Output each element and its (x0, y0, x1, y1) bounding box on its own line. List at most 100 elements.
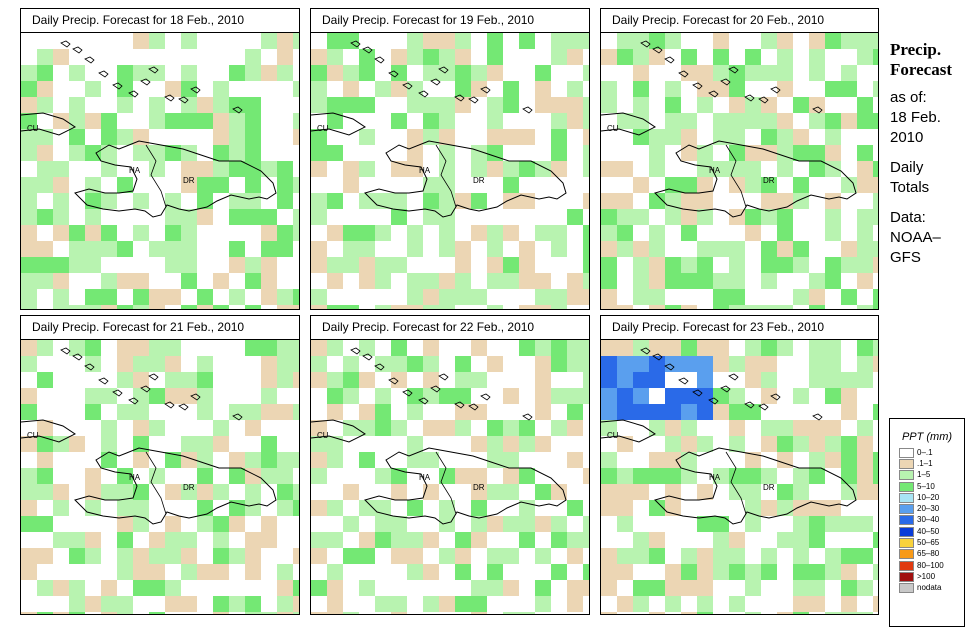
label-dr: DR (473, 176, 485, 185)
island-outline (812, 413, 823, 421)
legend-title: PPT (mm) (901, 431, 953, 443)
side-asof: as of: (890, 89, 927, 106)
island-outline (744, 401, 755, 409)
island-outline (232, 413, 243, 421)
legend-item: 0–.1 (890, 447, 964, 458)
hispaniola-coast (654, 447, 857, 525)
island-outline (640, 40, 651, 48)
cuba-coast (601, 112, 656, 136)
legend-rows: 0–.1.1–1 1–5 5–10 10–20 20–30 30–40 40–50 50–65… (890, 447, 964, 594)
island-outline (350, 40, 361, 48)
hispaniola-coast (654, 140, 857, 218)
legend-item: 10–20 (890, 492, 964, 503)
island-outline (388, 70, 399, 78)
island-outline (692, 389, 703, 397)
legend-label: 20–30 (917, 504, 940, 514)
island-outline (350, 347, 361, 355)
island-outline (60, 40, 71, 48)
island-outline (402, 82, 413, 90)
island-outline (522, 413, 533, 421)
legend-label: 30–40 (917, 515, 940, 525)
border-line (725, 144, 747, 208)
cuba-coast (21, 419, 76, 443)
island-outline (232, 106, 243, 114)
label-haiti: HA (419, 166, 431, 175)
legend-swatch (899, 538, 914, 549)
legend-item: 50–65 (890, 537, 964, 549)
island-outline (72, 353, 83, 361)
legend-swatch (899, 526, 914, 537)
side-data-line3: GFS (890, 249, 921, 266)
legend-swatch (899, 458, 914, 469)
island-outline (164, 401, 175, 409)
island-outline (98, 70, 109, 78)
label-dr: DR (763, 483, 775, 492)
panel-title: Daily Precip. Forecast for 20 Feb., 2010 (600, 8, 879, 33)
hispaniola-coast (364, 447, 567, 525)
legend-swatch (899, 470, 914, 481)
label-cuba: CU (607, 124, 619, 133)
side-date-line1: 18 Feb. (890, 109, 941, 126)
island-outline (652, 353, 663, 361)
map-canvas: CU HA DR (311, 340, 589, 614)
legend-swatch (899, 515, 914, 526)
precip-map: CU HA DR (310, 32, 590, 310)
island-outline (60, 347, 71, 355)
panel-title: Daily Precip. Forecast for 21 Feb., 2010 (20, 315, 300, 340)
island-outline (744, 94, 755, 102)
island-outline (148, 66, 159, 74)
label-cuba: CU (27, 431, 39, 440)
label-dr: DR (473, 483, 485, 492)
label-haiti: HA (419, 473, 431, 482)
legend-label: >100 (917, 571, 936, 581)
label-cuba: CU (607, 431, 619, 440)
island-outline (454, 94, 465, 102)
island-outline (692, 82, 703, 90)
side-totals-line2: Totals (890, 179, 930, 196)
island-outline (708, 90, 719, 98)
island-outline (758, 96, 769, 104)
precip-map: CU HA DR (600, 32, 879, 310)
side-data-line1: Data: (890, 209, 926, 226)
forecast-panel-1: Daily Precip. Forecast for 18 Feb., 2010… (20, 8, 300, 310)
legend-swatch (899, 560, 914, 571)
island-outline (190, 393, 201, 401)
precip-grid (21, 33, 299, 309)
legend-item: 20–30 (890, 503, 964, 515)
forecast-panel-2: Daily Precip. Forecast for 19 Feb., 2010… (310, 8, 590, 310)
island-outline (112, 389, 123, 397)
legend-label: 40–50 (917, 526, 940, 536)
legend-swatch (899, 549, 914, 560)
island-outline (430, 78, 441, 86)
legend-item: 65–80 (890, 549, 964, 560)
precip-map: CU HA DR (310, 339, 590, 615)
island-outline (480, 393, 491, 401)
island-outline (362, 353, 373, 361)
label-cuba: CU (317, 431, 329, 440)
map-canvas: CU HA DR (311, 33, 589, 309)
cuba-coast (311, 419, 366, 443)
island-outline (438, 66, 449, 74)
forecast-panel-6: Daily Precip. Forecast for 23 Feb., 2010… (600, 315, 879, 615)
legend-label: nodata (917, 583, 942, 593)
label-cuba: CU (317, 124, 329, 133)
island-outline (98, 377, 109, 385)
border-line (435, 144, 457, 208)
map-canvas: CU HA DR (21, 340, 299, 614)
legend-swatch (899, 504, 914, 515)
forecast-panel-5: Daily Precip. Forecast for 22 Feb., 2010… (310, 315, 590, 615)
precip-map: CU HA DR (600, 339, 879, 615)
ppt-legend: PPT (mm) 0–.1.1–1 1–5 5–10 10–20 20–30 30–40 4… (889, 418, 965, 627)
forecast-panel-4: Daily Precip. Forecast for 21 Feb., 2010… (20, 315, 300, 615)
legend-item: 40–50 (890, 526, 964, 537)
label-haiti: HA (709, 166, 721, 175)
hispaniola-coast (74, 447, 277, 525)
cuba-coast (311, 112, 366, 136)
legend-label: 1–5 (917, 470, 931, 480)
cuba-coast (601, 419, 656, 443)
island-outline (112, 82, 123, 90)
label-dr: DR (183, 483, 195, 492)
cuba-coast (21, 112, 76, 136)
precip-grid (311, 340, 589, 614)
island-outline (468, 96, 479, 104)
